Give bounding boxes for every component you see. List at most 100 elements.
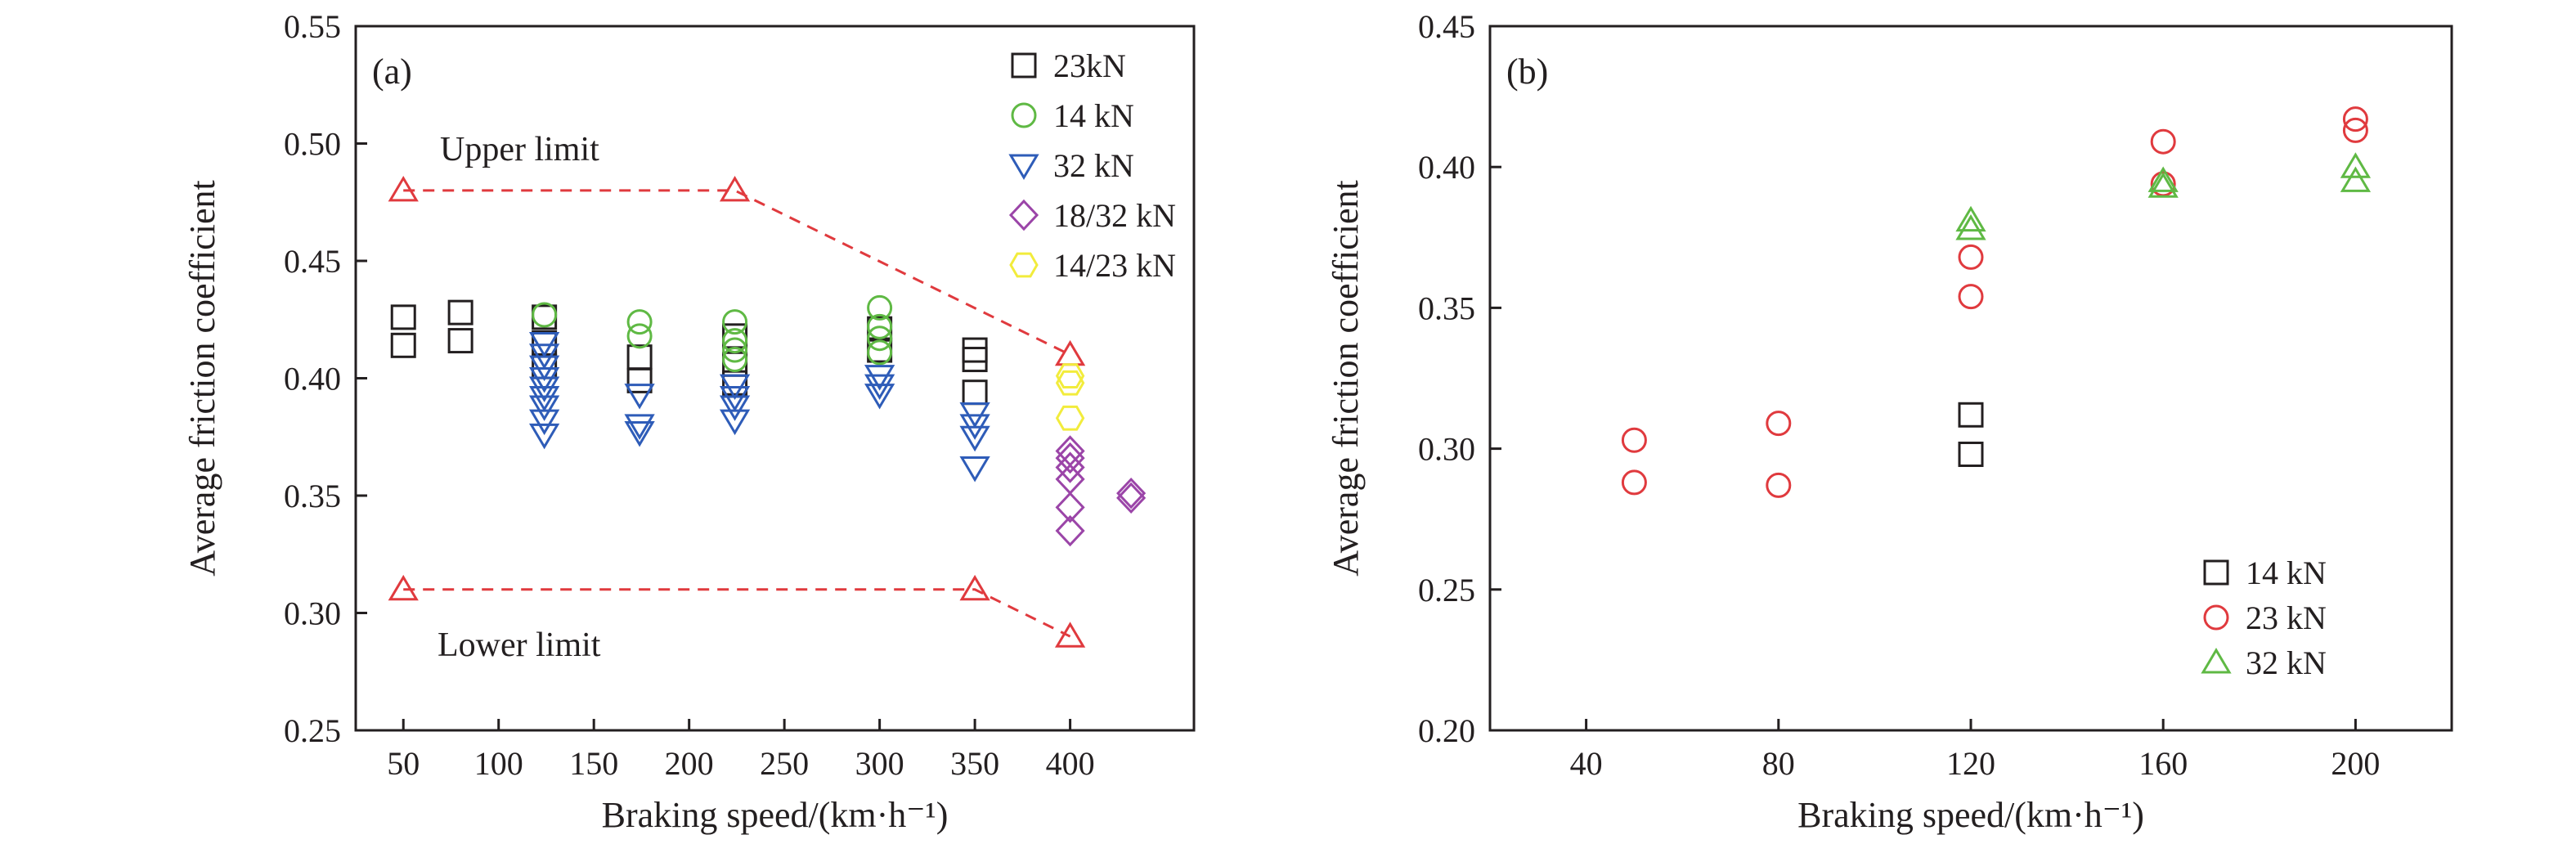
data-point bbox=[624, 421, 655, 447]
data-point bbox=[447, 299, 473, 325]
legend-label: 14/23 kN bbox=[1053, 247, 1176, 284]
data-point bbox=[864, 384, 895, 410]
data-point bbox=[532, 302, 558, 328]
data-point bbox=[1958, 244, 1984, 270]
x-tick-label: 300 bbox=[855, 745, 904, 782]
data-point bbox=[867, 339, 893, 366]
data-point bbox=[1621, 469, 1647, 496]
x-tick-label: 160 bbox=[2138, 745, 2188, 782]
legend-label: 23 kN bbox=[2246, 599, 2327, 636]
x-axis-title-b: Braking speed/(km·h⁻¹) bbox=[1797, 795, 2144, 835]
legend-marker bbox=[1011, 52, 1037, 79]
data-point bbox=[864, 374, 895, 401]
legend-b: 14 kN 23 kN 32 kN bbox=[2201, 554, 2327, 681]
data-point bbox=[867, 294, 893, 321]
limit-point bbox=[388, 175, 419, 202]
data-point bbox=[2147, 172, 2179, 198]
y-axis-title-b: Average friction coefficient bbox=[1326, 180, 1366, 577]
panel-label-b: (b) bbox=[1506, 52, 1548, 92]
data-point bbox=[867, 313, 893, 339]
data-point bbox=[962, 379, 988, 406]
data-point bbox=[1621, 427, 1647, 453]
axis-ticks-a: 50 100 150 200 250 300 350 400 0.25 0.30 0.35 0.40 0… bbox=[284, 8, 1095, 782]
data-point bbox=[2150, 128, 2176, 155]
legend-marker bbox=[1008, 154, 1039, 180]
x-tick-label: 40 bbox=[1570, 745, 1603, 782]
data-point bbox=[1958, 441, 1984, 467]
legend-marker bbox=[1008, 199, 1039, 231]
data-point bbox=[626, 323, 653, 349]
data-point bbox=[722, 347, 748, 373]
y-tick-label: 0.55 bbox=[284, 8, 341, 45]
x-tick-label: 200 bbox=[665, 745, 714, 782]
y-tick-label: 0.40 bbox=[1418, 149, 1475, 186]
data-point bbox=[626, 344, 653, 370]
legend-label: 32 kN bbox=[1053, 147, 1134, 184]
data-point bbox=[1955, 205, 1986, 232]
data-point bbox=[1055, 363, 1085, 388]
legend-marker bbox=[2203, 559, 2229, 586]
legend-label: 32 kN bbox=[2246, 644, 2327, 681]
y-tick-label: 0.20 bbox=[1418, 712, 1475, 749]
x-tick-label: 150 bbox=[569, 745, 618, 782]
x-tick-label: 100 bbox=[474, 745, 523, 782]
y-tick-label: 0.50 bbox=[284, 126, 341, 163]
data-point bbox=[719, 395, 751, 421]
data-point bbox=[1955, 214, 1986, 240]
lower-limit-label: Lower limit bbox=[438, 626, 601, 664]
panel-label-a: (a) bbox=[372, 52, 412, 92]
data-point bbox=[722, 328, 748, 354]
data-point bbox=[959, 425, 990, 452]
x-tick-label: 50 bbox=[387, 745, 420, 782]
limit-point bbox=[719, 175, 751, 202]
data-point bbox=[959, 456, 990, 483]
legend-label: 14 kN bbox=[2246, 554, 2327, 591]
data-point bbox=[1958, 402, 1984, 428]
data-point bbox=[1055, 370, 1085, 396]
data-point bbox=[1958, 284, 1984, 310]
data-point bbox=[2340, 152, 2372, 178]
data-point bbox=[528, 385, 560, 412]
data-point bbox=[864, 365, 895, 391]
x-tick-label: 200 bbox=[2331, 745, 2380, 782]
data-point bbox=[2340, 166, 2372, 192]
data-point bbox=[962, 347, 988, 373]
data-point bbox=[1766, 472, 1792, 498]
y-tick-label: 0.30 bbox=[1418, 431, 1475, 468]
data-point bbox=[528, 367, 560, 393]
upper-limit-line bbox=[403, 189, 1071, 357]
limit-point bbox=[1054, 339, 1086, 366]
data-point bbox=[528, 423, 560, 450]
legend-label: 23kN bbox=[1053, 47, 1126, 84]
legend-marker bbox=[2201, 648, 2232, 674]
data-point bbox=[390, 304, 416, 330]
chart-panel-a: 50 100 150 200 250 300 350 400 0.25 0.30 0.35 0.40 0… bbox=[182, 8, 1196, 835]
data-point bbox=[2342, 106, 2368, 132]
data-point bbox=[722, 323, 748, 349]
x-axis-title-a: Braking speed/(km·h⁻¹) bbox=[602, 795, 949, 835]
x-tick-label: 350 bbox=[950, 745, 999, 782]
y-tick-label: 0.25 bbox=[284, 712, 341, 749]
y-axis-title-a: Average friction coefficient bbox=[182, 180, 222, 577]
x-tick-label: 400 bbox=[1046, 745, 1095, 782]
x-tick-label: 250 bbox=[760, 745, 809, 782]
upper-limit-label: Upper limit bbox=[440, 131, 599, 168]
y-tick-label: 0.25 bbox=[1418, 572, 1475, 608]
limit-lines-a bbox=[388, 175, 1086, 648]
data-point bbox=[722, 309, 748, 335]
data-point bbox=[1055, 463, 1085, 496]
x-tick-label: 120 bbox=[1946, 745, 1995, 782]
data-point bbox=[719, 409, 751, 436]
legend-marker bbox=[2203, 604, 2229, 631]
data-point bbox=[719, 385, 751, 412]
y-tick-label: 0.45 bbox=[1418, 8, 1475, 45]
y-tick-label: 0.45 bbox=[284, 243, 341, 280]
data-point bbox=[867, 325, 893, 352]
y-tick-label: 0.40 bbox=[284, 361, 341, 397]
data-point bbox=[626, 367, 653, 393]
data-point bbox=[962, 337, 988, 363]
limit-point bbox=[959, 574, 990, 601]
data-points-b bbox=[1621, 106, 2372, 498]
data-point bbox=[1766, 411, 1792, 437]
